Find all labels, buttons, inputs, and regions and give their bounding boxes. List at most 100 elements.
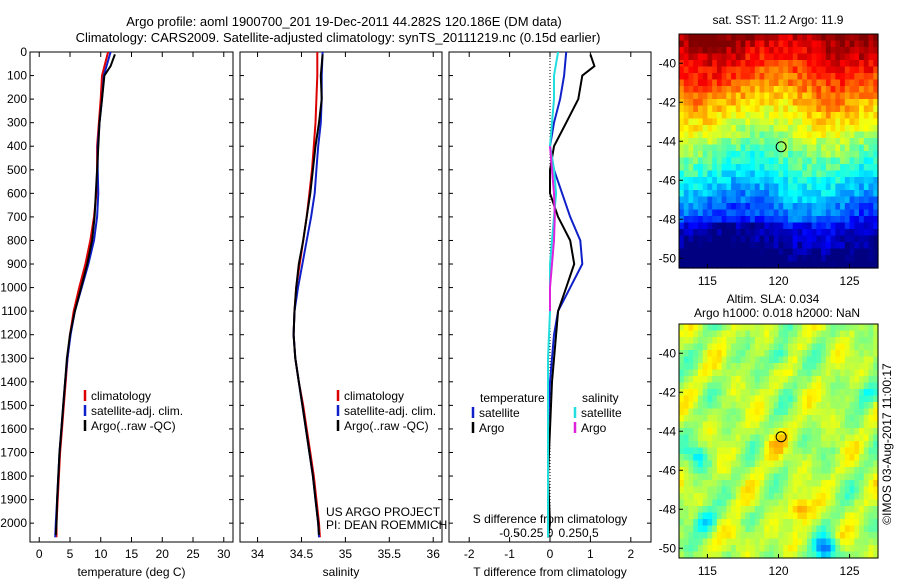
map-cell [821, 447, 827, 455]
map-cell [683, 105, 690, 113]
map-cell [702, 151, 709, 159]
map-cell [750, 545, 756, 553]
map-cell [816, 525, 822, 533]
map-cell [712, 151, 718, 159]
map-cell [840, 79, 846, 87]
map-cell [863, 92, 870, 100]
map-cell [769, 118, 775, 126]
map-cell [735, 486, 742, 494]
map-cell [863, 138, 870, 146]
map-cell [759, 138, 765, 146]
map-cell [721, 356, 727, 364]
map-cell [740, 356, 746, 364]
map-cell [750, 118, 756, 126]
map-cell [712, 34, 718, 42]
map-cell [849, 330, 855, 338]
map-cell [754, 222, 761, 230]
map-cell [745, 79, 751, 87]
map-cell [697, 261, 704, 269]
map-cell [835, 434, 841, 442]
map-cell [792, 434, 799, 442]
map-cell [726, 512, 732, 520]
map-cell [716, 551, 723, 559]
map-cell [849, 343, 855, 351]
map-cell [825, 382, 832, 390]
map-cell [806, 486, 813, 494]
map-cell [854, 356, 860, 364]
map-cell [797, 177, 803, 185]
map-cell [863, 402, 870, 410]
map-cell [726, 532, 732, 540]
map-cell [854, 183, 860, 191]
map-cell [873, 532, 879, 540]
map-cell [716, 125, 723, 133]
map-cell [721, 216, 727, 224]
map-cell [783, 337, 789, 345]
map-cell [783, 248, 789, 256]
map-cell [712, 486, 718, 494]
map-cell [863, 324, 870, 332]
map-cell [759, 376, 765, 384]
map-cell [679, 447, 685, 455]
map-cell [693, 157, 699, 165]
map-cell [859, 190, 865, 198]
map-cell [754, 343, 761, 351]
map-cell [679, 343, 685, 351]
map-cell [792, 170, 799, 178]
map-cell [863, 79, 870, 87]
map-cell [712, 460, 718, 468]
depth-tick-label: 1200 [0, 328, 27, 342]
map-cell [693, 79, 699, 87]
map-cell [735, 369, 742, 377]
map-cell [735, 343, 742, 351]
map-cell [811, 157, 818, 165]
map-cell [721, 190, 727, 198]
map-cell [740, 53, 746, 61]
map-cell [683, 131, 690, 139]
map-cell [726, 144, 732, 152]
map-cell [830, 242, 836, 250]
map-cell [693, 164, 699, 172]
map-cell [773, 138, 780, 146]
map-cell [712, 434, 718, 442]
map-cell [849, 415, 855, 423]
map-cell [835, 506, 841, 514]
map-cell [816, 144, 822, 152]
map-cell [849, 151, 855, 159]
map-cell [688, 248, 694, 256]
map-cell [750, 255, 756, 263]
map-cell [868, 343, 874, 351]
map-cell [816, 467, 822, 475]
map-cell [792, 242, 799, 250]
map-cell [712, 350, 718, 358]
map-cell [787, 99, 794, 107]
map-cell [778, 324, 784, 332]
map-cell [844, 248, 851, 256]
map-cell [683, 261, 690, 269]
map-cell [716, 248, 723, 256]
map-cell [792, 363, 799, 371]
map-cell [840, 144, 846, 152]
map-cell [707, 60, 713, 68]
map-cell [679, 73, 685, 81]
map-cell [825, 170, 832, 178]
map-cell [750, 34, 756, 42]
map-cell [783, 551, 789, 559]
map-cell [868, 151, 874, 159]
map-cell [721, 493, 727, 501]
map-cell [821, 454, 827, 462]
map-cell [830, 324, 836, 332]
map-cell [754, 480, 761, 488]
map-cell [778, 60, 784, 68]
map-cell [735, 183, 742, 191]
map-cell [697, 99, 704, 107]
map-cell [759, 434, 765, 442]
map-cell [726, 157, 732, 165]
map-cell [787, 190, 794, 198]
map-cell [797, 493, 803, 501]
map-cell [754, 203, 761, 211]
map-cell [716, 170, 723, 178]
map-cell [693, 408, 699, 416]
map-cell [825, 441, 832, 449]
map-cell [716, 73, 723, 81]
